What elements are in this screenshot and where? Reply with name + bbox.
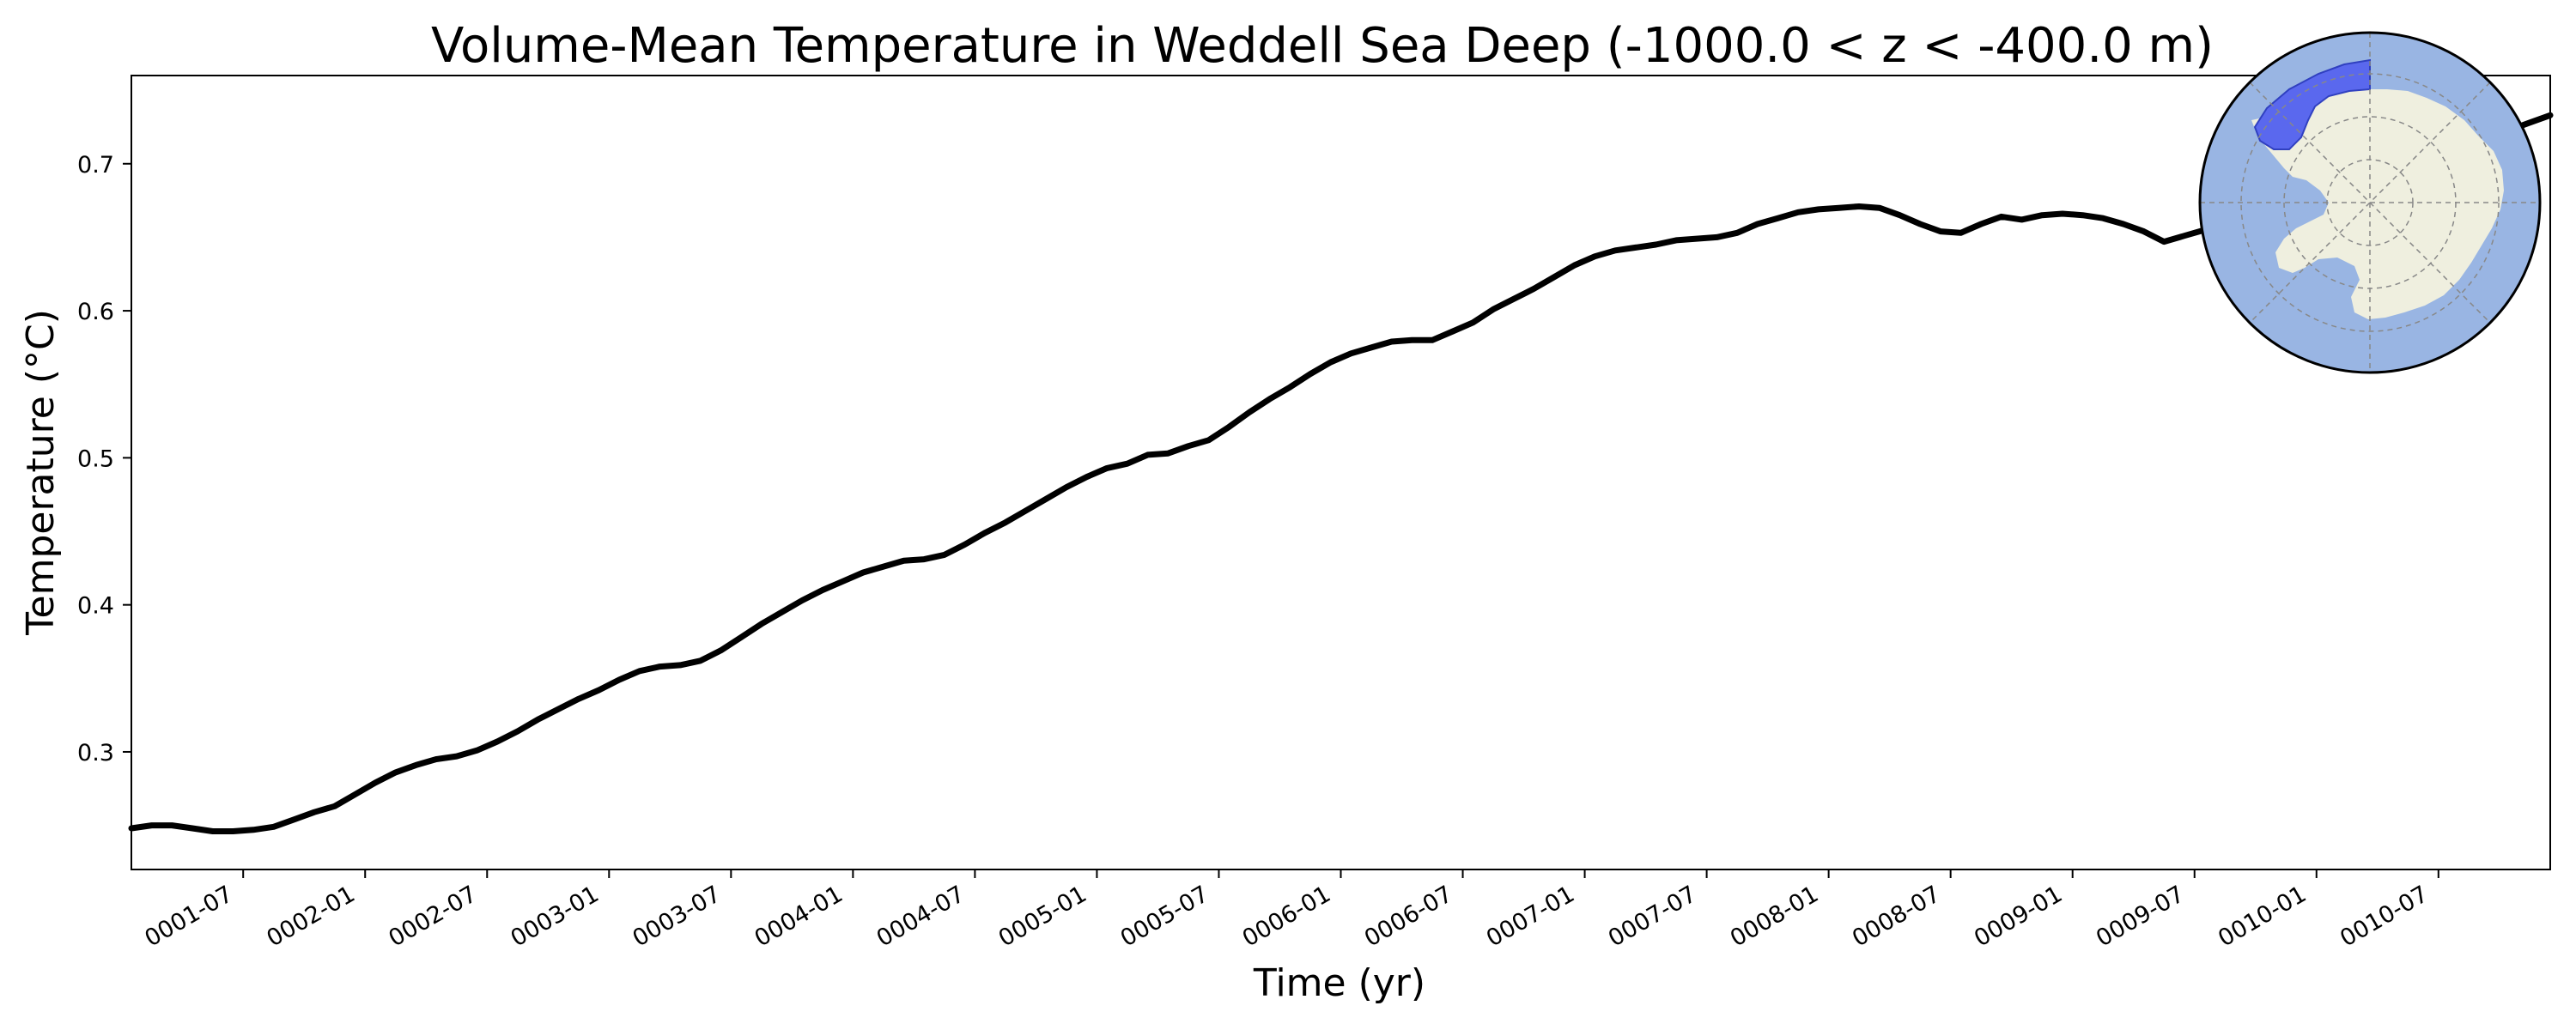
- x-axis-label: Time (yr): [1253, 961, 1425, 1005]
- x-axis: 0001-07 0002-01 0002-07 0003-01 0003-07 0004-…: [140, 869, 2439, 952]
- y-tick-label: 0.3: [77, 740, 114, 766]
- x-tick-label: 0008-01: [1726, 881, 1823, 952]
- x-tick-label: 0003-01: [507, 881, 604, 952]
- x-tick-label: 0010-07: [2336, 881, 2433, 952]
- x-tick-label: 0008-07: [1848, 881, 1945, 952]
- y-tick-label: 0.7: [77, 152, 114, 179]
- chart-title: Volume-Mean Temperature in Weddell Sea D…: [431, 18, 2214, 74]
- x-tick-label: 0003-07: [629, 881, 726, 952]
- x-tick-label: 0002-07: [385, 881, 482, 952]
- y-axis-label: Temperature (°C): [19, 309, 63, 636]
- x-tick-label: 0006-07: [1360, 881, 1457, 952]
- y-tick-label: 0.5: [77, 445, 114, 472]
- antarctica-landmass: [2251, 89, 2504, 319]
- x-tick-label: 0006-01: [1238, 881, 1335, 952]
- plot-frame: [131, 75, 2551, 870]
- x-tick-label: 0007-01: [1482, 881, 1579, 952]
- antarctica-inset-map: [2198, 31, 2542, 374]
- x-tick-label: 0005-01: [994, 881, 1091, 952]
- x-tick-label: 0005-07: [1116, 881, 1213, 952]
- x-tick-label: 0009-07: [2092, 881, 2189, 952]
- x-tick-label: 0004-07: [872, 881, 969, 952]
- y-tick-label: 0.6: [77, 299, 114, 325]
- x-tick-label: 0004-01: [750, 881, 848, 952]
- x-tick-label: 0001-07: [140, 881, 237, 952]
- series-line: [128, 112, 2554, 834]
- x-tick-label: 0009-01: [1970, 881, 2067, 952]
- weddell-sea-region: [2253, 58, 2371, 150]
- x-tick-label: 0007-07: [1604, 881, 1701, 952]
- y-axis: 0.3 0.4 0.5 0.6 0.7: [77, 152, 131, 766]
- x-tick-label: 0010-01: [2214, 881, 2311, 952]
- y-tick-label: 0.4: [77, 593, 114, 620]
- x-tick-label: 0002-01: [263, 881, 360, 952]
